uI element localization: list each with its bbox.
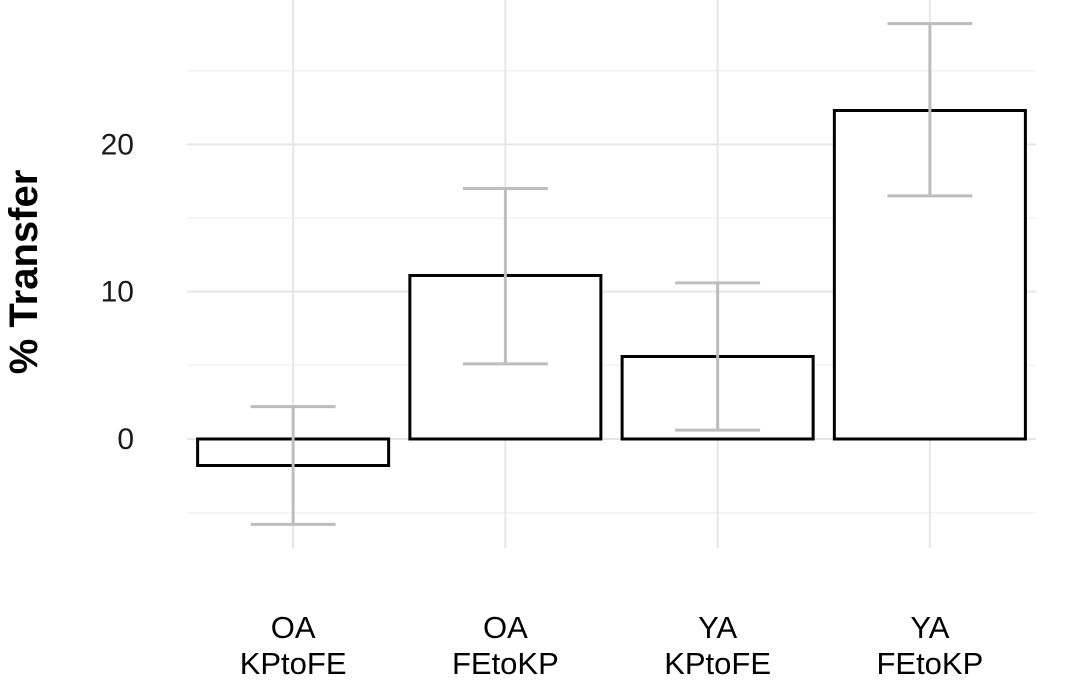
y-tick-labels: 0 10 20	[101, 128, 134, 456]
x-category-label-line: OA	[271, 610, 316, 645]
x-category-label-line: YA	[910, 610, 949, 645]
x-category-label: OA FEtoKP	[452, 610, 559, 681]
x-category-label-line: FEtoKP	[452, 646, 559, 681]
x-category-label-line: KPtoFE	[664, 646, 771, 681]
x-category-label-line: OA	[483, 610, 528, 645]
x-category-label-line: YA	[698, 610, 737, 645]
y-tick-label: 10	[101, 276, 134, 309]
error-bar	[675, 281, 761, 432]
x-category-label-line: KPtoFE	[240, 646, 347, 681]
error-bar	[250, 405, 336, 526]
y-tick-label: 0	[117, 423, 134, 456]
error-bar	[887, 22, 973, 198]
y-tick-label: 20	[101, 128, 134, 161]
x-category-label: YA KPtoFE	[664, 610, 771, 681]
x-category-label: OA KPtoFE	[240, 610, 347, 681]
bars	[196, 108, 1027, 468]
y-axis-label: % Transfer	[2, 170, 46, 375]
x-category-label-line: FEtoKP	[876, 646, 983, 681]
error-bar	[462, 187, 548, 366]
error-bars	[250, 22, 973, 526]
x-category-label: YA FEtoKP	[876, 610, 983, 681]
